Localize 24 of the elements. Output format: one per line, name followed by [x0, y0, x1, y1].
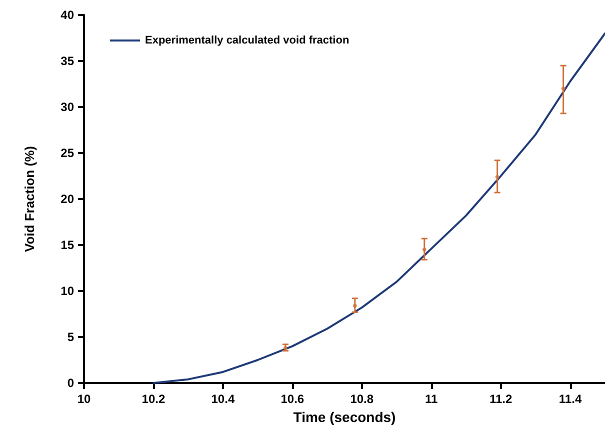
y-tick-label: 10	[60, 284, 74, 298]
y-axis-title: Void Fraction (%)	[22, 146, 37, 252]
x-tick-label: 10.8	[350, 392, 374, 406]
y-tick-label: 40	[60, 8, 74, 22]
x-tick-label: 11.2	[489, 392, 512, 406]
x-tick-label: 10.4	[211, 392, 235, 406]
x-tick-label: 11	[424, 392, 438, 406]
y-tick-label: 25	[60, 146, 74, 160]
y-tick-label: 0	[67, 376, 74, 390]
y-tick-label: 30	[60, 100, 74, 114]
x-tick-label: 11.4	[558, 392, 582, 406]
x-tick-label: 10.6	[280, 392, 304, 406]
point	[352, 304, 357, 308]
y-tick-label: 20	[60, 192, 74, 206]
y-tick-label: 15	[60, 238, 74, 252]
x-tick-label: 10.2	[142, 392, 166, 406]
point	[495, 174, 500, 179]
x-axis-title: Time (seconds)	[293, 408, 396, 425]
y-tick-label: 35	[60, 54, 74, 68]
x-tick-label: 10	[77, 392, 91, 406]
point	[561, 86, 566, 91]
y-tick-label: 5	[67, 330, 74, 344]
legend-label: Experimentally calculated void fraction	[145, 34, 350, 46]
point	[422, 248, 426, 252]
